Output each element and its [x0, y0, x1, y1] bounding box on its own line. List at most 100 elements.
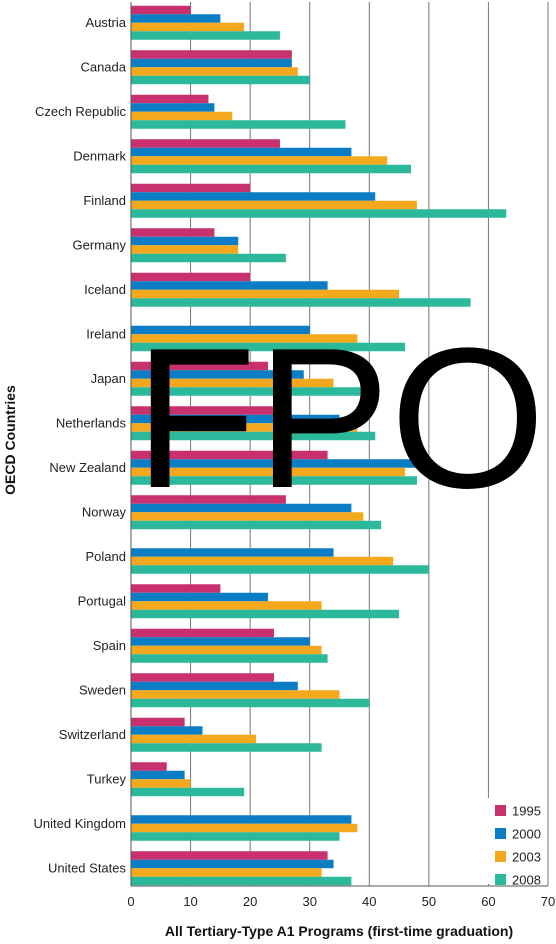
bar: [131, 50, 292, 59]
bar: [131, 770, 185, 780]
bar: [131, 476, 417, 485]
bar: [131, 414, 340, 424]
legend-label: 2003: [512, 850, 541, 865]
bar: [131, 868, 322, 877]
bar: [131, 370, 304, 379]
bar: [131, 503, 352, 513]
category-label: Denmark: [73, 149, 126, 164]
bar: [131, 31, 280, 40]
bar: [131, 637, 310, 646]
bar: [131, 406, 274, 415]
bar: [131, 253, 286, 263]
bar: [131, 58, 292, 68]
category-label: Ireland: [86, 327, 126, 342]
category-label: Czech Republic: [35, 104, 127, 119]
bar: [131, 717, 185, 727]
category-label: United Kingdom: [34, 816, 127, 831]
bar: [131, 334, 358, 343]
legend-swatch: [495, 851, 506, 862]
category-label: Netherlands: [56, 416, 127, 431]
bar: [131, 22, 245, 32]
bar: [131, 467, 406, 477]
bar: [131, 495, 286, 504]
bar: [131, 67, 298, 76]
bar: [131, 139, 280, 148]
bar: [131, 298, 471, 307]
bar: [131, 609, 400, 619]
bar: [131, 673, 274, 682]
bar: [131, 361, 269, 371]
bar: [131, 387, 364, 396]
bar: [131, 779, 191, 788]
bar: [131, 832, 340, 841]
bar: [131, 200, 417, 210]
bar: [131, 743, 322, 752]
legend-label: 2008: [512, 873, 541, 888]
x-axis-title: All Tertiary-Type A1 Programs (first-tim…: [165, 923, 513, 939]
bar: [131, 851, 328, 860]
category-label: Germany: [73, 238, 127, 253]
bar: [131, 423, 358, 432]
bar: [131, 450, 328, 460]
legend-swatch: [495, 828, 506, 839]
x-tick-label: 20: [243, 894, 257, 909]
bar: [131, 156, 388, 165]
bar: [131, 681, 298, 691]
bar: [131, 75, 310, 85]
bar: [131, 5, 191, 15]
x-tick-label: 50: [422, 894, 436, 909]
legend-label: 1995: [512, 804, 541, 819]
bar: [131, 111, 233, 121]
bar: [131, 272, 251, 282]
bar: [131, 815, 352, 824]
category-label: New Zealand: [49, 460, 126, 475]
bar: [131, 762, 167, 771]
x-tick-label: 10: [183, 894, 197, 909]
category-labels: Austria Canada Czech Republic Denmark Finlan…: [34, 15, 127, 876]
bar: [131, 342, 406, 352]
bar: [131, 325, 310, 335]
category-label: Sweden: [79, 683, 126, 698]
bar: [131, 459, 429, 468]
bar: [131, 734, 257, 744]
category-label: Austria: [86, 15, 127, 30]
category-label: Spain: [93, 638, 126, 653]
x-tick-labels: 0 10 20 30 40 50 60 70: [127, 894, 555, 909]
legend-label: 2000: [512, 827, 541, 842]
bar: [131, 698, 370, 708]
bar: [131, 245, 239, 254]
bar: [131, 378, 334, 388]
bar: [131, 628, 274, 638]
bar: [131, 512, 364, 521]
legend-swatch: [495, 805, 506, 816]
bar: [131, 859, 334, 869]
bar: [131, 14, 221, 23]
bar: [131, 120, 346, 129]
bar: [131, 147, 352, 157]
x-tick-label: 0: [127, 894, 134, 909]
bar: [131, 592, 269, 602]
x-tick-label: 70: [541, 894, 555, 909]
bar: [131, 584, 221, 593]
bar: [131, 520, 382, 530]
bar: [131, 281, 328, 290]
category-label: Norway: [82, 505, 127, 520]
bar: [131, 289, 400, 299]
bar: [131, 236, 239, 246]
bar: [131, 823, 358, 833]
bars: [131, 5, 507, 886]
category-label: Iceland: [84, 282, 126, 297]
category-label: Switzerland: [59, 727, 126, 742]
x-tick-label: 40: [362, 894, 376, 909]
category-label: Japan: [91, 371, 126, 386]
bar: [131, 183, 251, 193]
legend: 1995 2000 2003 2008: [487, 798, 547, 888]
x-tick-label: 30: [302, 894, 316, 909]
bar: [131, 548, 334, 557]
category-label: Canada: [80, 60, 126, 75]
bar: [131, 601, 322, 610]
bar: [131, 164, 411, 174]
category-label: Poland: [86, 549, 126, 564]
bar: [131, 209, 507, 218]
